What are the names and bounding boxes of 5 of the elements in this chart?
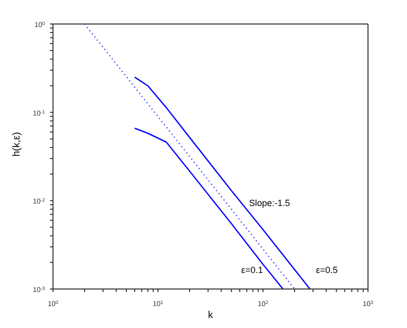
series-label: ε=0.5: [316, 265, 338, 275]
x-axis-title: k: [208, 310, 214, 321]
annotation: Slope:-1.5: [249, 198, 290, 209]
y-axis-title: h(k,ε): [12, 132, 23, 156]
series-label: ε=0.1: [241, 265, 263, 275]
